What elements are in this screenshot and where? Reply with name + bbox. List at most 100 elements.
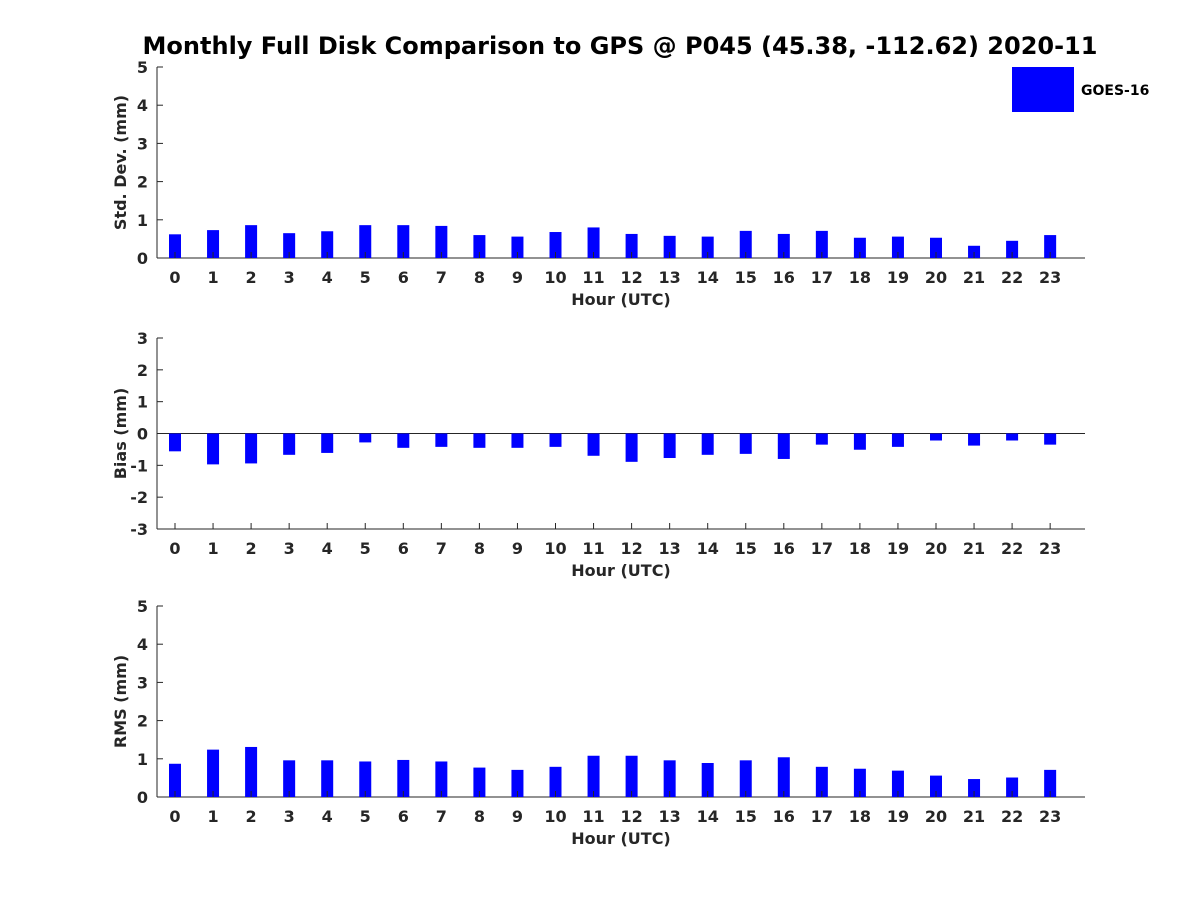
- bar: [663, 235, 676, 258]
- y-tick-label: 5: [137, 58, 148, 77]
- bar: [587, 433, 600, 456]
- y-axis-label: Bias (mm): [111, 388, 130, 480]
- bar: [1044, 433, 1057, 445]
- x-tick-label: 13: [659, 807, 681, 826]
- bar: [359, 225, 372, 258]
- x-tick-label: 16: [773, 807, 795, 826]
- x-tick-label: 18: [849, 539, 871, 558]
- bar: [359, 761, 372, 797]
- x-tick-label: 21: [963, 807, 985, 826]
- bar: [891, 236, 904, 258]
- x-tick-label: 20: [925, 268, 947, 287]
- bar: [1044, 235, 1057, 258]
- x-tick-label: 15: [735, 539, 757, 558]
- bar: [245, 746, 258, 797]
- bar: [663, 760, 676, 797]
- x-tick-label: 13: [659, 539, 681, 558]
- bar: [1006, 240, 1019, 258]
- x-tick-label: 13: [659, 268, 681, 287]
- bar: [777, 233, 790, 258]
- x-tick-label: 7: [436, 268, 447, 287]
- x-tick-label: 3: [284, 539, 295, 558]
- y-tick-label: -1: [130, 456, 148, 475]
- bar: [891, 770, 904, 797]
- x-tick-label: 2: [246, 539, 257, 558]
- bar: [587, 227, 600, 258]
- x-tick-label: 2: [246, 807, 257, 826]
- x-tick-label: 8: [474, 539, 485, 558]
- bar: [283, 433, 296, 455]
- x-tick-label: 12: [620, 268, 642, 287]
- x-tick-label: 9: [512, 268, 523, 287]
- x-tick-label: 9: [512, 539, 523, 558]
- x-tick-label: 8: [474, 268, 485, 287]
- x-tick-label: 20: [925, 539, 947, 558]
- y-tick-label: 1: [137, 750, 148, 769]
- legend: GOES-16: [1012, 67, 1149, 112]
- bar: [397, 759, 410, 797]
- bar: [739, 433, 752, 454]
- x-tick-label: 17: [811, 539, 833, 558]
- y-tick-label: 1: [137, 393, 148, 412]
- bar: [283, 760, 296, 797]
- y-tick-label: 2: [137, 712, 148, 731]
- x-tick-label: 1: [207, 807, 218, 826]
- x-tick-label: 10: [544, 268, 566, 287]
- y-tick-label: -3: [130, 520, 148, 539]
- x-tick-label: 1: [207, 539, 218, 558]
- bar: [701, 236, 714, 258]
- bar: [321, 433, 334, 453]
- bar: [815, 230, 828, 258]
- bar: [511, 236, 524, 258]
- bar: [625, 755, 638, 797]
- x-tick-label: 15: [735, 268, 757, 287]
- x-tick-label: 9: [512, 807, 523, 826]
- x-tick-label: 2: [246, 268, 257, 287]
- bar: [283, 233, 296, 258]
- bar: [321, 231, 334, 258]
- bar: [511, 433, 524, 448]
- bar: [968, 779, 981, 797]
- bar: [245, 225, 258, 258]
- x-tick-label: 11: [582, 268, 604, 287]
- x-tick-label: 11: [582, 539, 604, 558]
- x-tick-label: 23: [1039, 807, 1061, 826]
- y-tick-label: 5: [137, 597, 148, 616]
- y-tick-label: 1: [137, 211, 148, 230]
- bar: [968, 433, 981, 446]
- x-tick-label: 19: [887, 539, 909, 558]
- bar: [207, 230, 220, 258]
- bar: [207, 749, 220, 797]
- y-tick-label: -2: [130, 488, 148, 507]
- x-tick-label: 23: [1039, 268, 1061, 287]
- x-tick-label: 21: [963, 268, 985, 287]
- bar: [853, 768, 866, 797]
- bar: [397, 225, 410, 258]
- bar: [549, 766, 562, 797]
- x-tick-label: 3: [284, 807, 295, 826]
- x-tick-label: 3: [284, 268, 295, 287]
- y-tick-label: 0: [137, 788, 148, 807]
- x-tick-label: 22: [1001, 539, 1023, 558]
- x-tick-label: 19: [887, 807, 909, 826]
- bar: [625, 233, 638, 258]
- bar: [853, 237, 866, 258]
- bar: [853, 433, 866, 450]
- x-tick-label: 5: [360, 539, 371, 558]
- bar: [359, 433, 372, 443]
- x-tick-label: 18: [849, 807, 871, 826]
- x-tick-label: 5: [360, 807, 371, 826]
- bar: [930, 775, 942, 797]
- x-tick-label: 12: [620, 807, 642, 826]
- bar: [815, 433, 828, 445]
- chart-title: Monthly Full Disk Comparison to GPS @ P0…: [143, 32, 1098, 60]
- x-tick-label: 22: [1001, 268, 1023, 287]
- x-tick-label: 4: [322, 539, 333, 558]
- x-tick-label: 17: [811, 807, 833, 826]
- x-tick-label: 7: [436, 539, 447, 558]
- x-tick-label: 18: [849, 268, 871, 287]
